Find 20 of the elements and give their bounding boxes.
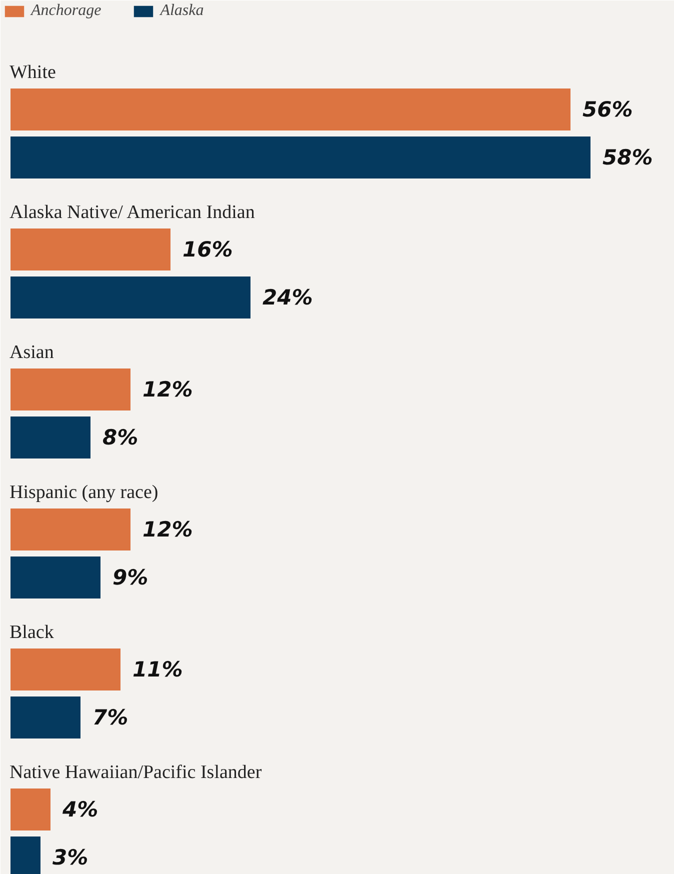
y-tick-label: Asian: [10, 342, 54, 363]
y-tick-label: White: [10, 62, 56, 83]
data-label: 16%: [182, 238, 233, 262]
y-tick-label: Black: [10, 622, 54, 643]
data-label: 3%: [52, 846, 88, 870]
data-label: 4%: [62, 798, 98, 822]
legend-label: Alaska: [160, 2, 204, 20]
data-label: 9%: [112, 566, 148, 590]
data-label: 8%: [102, 426, 138, 450]
legend-label: Anchorage: [31, 2, 102, 20]
data-label: 58%: [602, 146, 653, 170]
data-label: 12%: [142, 518, 193, 542]
data-label: 56%: [582, 98, 633, 122]
data-label: 11%: [132, 658, 183, 682]
y-tick-label: Hispanic (any race): [10, 482, 158, 503]
data-label: 12%: [142, 378, 193, 402]
y-tick-label: Alaska Native/ American Indian: [10, 202, 256, 223]
data-label: 7%: [92, 706, 128, 730]
data-label: 24%: [262, 286, 313, 310]
y-tick-label: Native Hawaiian/Pacific Islander: [10, 762, 262, 783]
